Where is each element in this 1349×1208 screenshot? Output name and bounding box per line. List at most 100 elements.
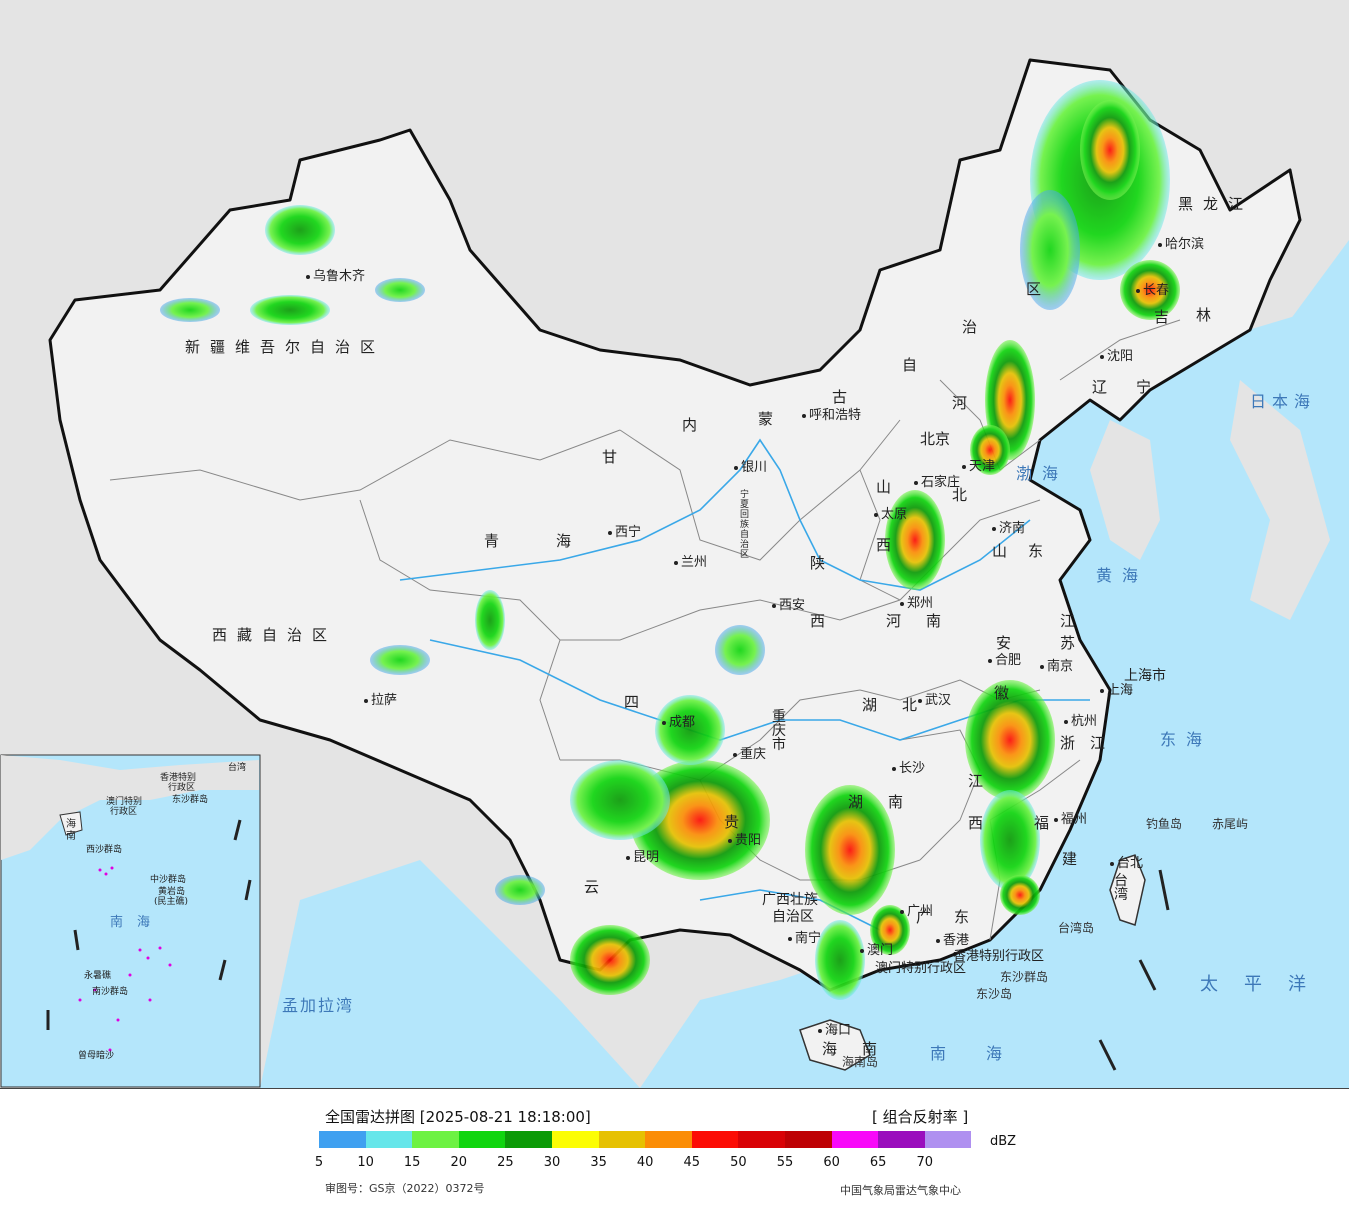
label-guangxi-2: 自治区 xyxy=(772,909,814,925)
nine-dash-line xyxy=(46,819,1170,1071)
label-yunnan: 云 xyxy=(584,878,610,896)
scale-swatch-35 xyxy=(598,1131,646,1148)
label-liaoning-2: 宁 xyxy=(1136,378,1162,396)
label-hubei-2: 北 xyxy=(902,696,928,714)
city-jinan: 济南 xyxy=(992,522,1025,535)
scale-tick-35: 35 xyxy=(590,1155,607,1170)
island-dongsha: 东沙岛 xyxy=(976,987,1013,1001)
city-wuhan: 武汉 xyxy=(918,694,951,707)
city-urumqi: 乌鲁木齐 xyxy=(306,270,365,283)
label-jiangxi-1: 江 xyxy=(968,772,994,790)
sea-donghai: 东海 xyxy=(1160,730,1213,749)
inset-zengmu: 曾母暗沙 xyxy=(78,1051,115,1061)
scale-swatch-20 xyxy=(458,1131,506,1148)
label-fujian-2: 建 xyxy=(1062,850,1088,868)
label-hunan-1: 湖 xyxy=(848,793,874,811)
sea-of-japan xyxy=(1150,240,1349,420)
city-chongqing: 重庆 xyxy=(733,748,766,761)
label-xinjiang: 新疆维吾尔自治区 xyxy=(185,338,386,356)
inset-hai: 海 xyxy=(66,819,76,830)
label-anhui-2: 徽 xyxy=(994,684,1020,702)
inset-nansha: 南沙群岛 xyxy=(92,987,129,997)
scale-swatch-25 xyxy=(505,1131,552,1148)
label-jilin-2: 林 xyxy=(1196,306,1222,324)
map-canvas xyxy=(0,0,1349,1088)
city-nanning: 南宁 xyxy=(788,932,821,945)
city-beijing: 北京 xyxy=(920,430,951,448)
label-shaanxi-1: 陕 xyxy=(810,554,836,572)
color-scale xyxy=(319,1131,972,1148)
inset-macao-2: 行政区 xyxy=(110,807,138,817)
scale-tick-55: 55 xyxy=(776,1155,794,1170)
city-guiyang: 贵阳 xyxy=(728,834,761,847)
scale-swatch-50 xyxy=(738,1131,785,1148)
label-neimenggu-4: 自 xyxy=(902,356,928,374)
scale-swatch-10 xyxy=(365,1131,413,1148)
inset-huangyan: 黄岩岛 xyxy=(158,887,186,897)
city-taipei: 台北 xyxy=(1110,857,1143,870)
city-fuzhou: 福州 xyxy=(1054,813,1087,826)
inset-macao-1: 澳门特别 xyxy=(106,797,143,807)
city-changsha: 长沙 xyxy=(892,762,925,775)
label-neimenggu-5: 治 xyxy=(962,318,988,336)
label-hebei-2: 北 xyxy=(952,486,978,504)
label-henan-1: 河 xyxy=(886,612,912,630)
inset-islands xyxy=(78,866,172,1052)
legend-product: [ 组合反射率 ] xyxy=(872,1108,969,1126)
legend-unit: dBZ xyxy=(990,1134,1017,1149)
city-taiyuan: 太原 xyxy=(874,508,907,521)
scale-tick-30: 30 xyxy=(543,1155,561,1170)
city-haikou: 海口 xyxy=(818,1024,851,1037)
inset-xisha: 西沙群岛 xyxy=(86,845,123,855)
label-jiangsu-2: 苏 xyxy=(1060,634,1086,652)
island-dongsha-group: 东沙群岛 xyxy=(1000,970,1049,984)
scale-swatch-30 xyxy=(551,1131,599,1148)
radar-map[interactable]: 新疆维吾尔自治区 西藏自治区 青 海 甘 四 云 贵 广西壮族 自治区 湖 南 … xyxy=(0,0,1349,1089)
city-shijiazhuang: 石家庄 xyxy=(914,476,960,489)
label-shanghai-municipality: 上海市 xyxy=(1124,668,1166,684)
city-tianjin: 天津 xyxy=(962,460,995,473)
sea-nanhai: 南海 xyxy=(930,1044,1043,1063)
inset-nanhai: 南海 xyxy=(110,915,165,930)
sea-pacific: 太平洋 xyxy=(1200,974,1332,995)
scale-swatch-55 xyxy=(784,1131,832,1148)
scale-tick-20: 20 xyxy=(450,1155,468,1170)
label-neimenggu-1: 内 xyxy=(682,416,708,434)
inset-zhongsha: 中沙群岛 xyxy=(150,875,187,885)
city-lhasa: 拉萨 xyxy=(364,694,397,707)
agency-credit: 中国气象局雷达气象中心 xyxy=(840,1184,961,1197)
inset-nan: 南 xyxy=(66,831,76,842)
scale-swatch-65 xyxy=(878,1131,925,1148)
island-taiwan: 台湾岛 xyxy=(1058,921,1095,935)
city-macao: 澳门 xyxy=(860,944,893,957)
scale-swatch-60 xyxy=(831,1131,879,1148)
scale-swatch-40 xyxy=(645,1131,692,1148)
city-guangzhou: 广州 xyxy=(900,905,933,918)
bay-of-bengal xyxy=(260,860,640,1088)
label-macao-sar: 澳门特别行政区 xyxy=(875,961,967,976)
label-zhejiang-1: 浙 xyxy=(1060,734,1086,752)
scale-tick-5: 5 xyxy=(314,1155,324,1170)
city-yinchuan: 银川 xyxy=(734,461,767,474)
label-hongkong-sar: 香港特别行政区 xyxy=(953,949,1045,964)
label-jiangxi-2: 西 xyxy=(968,814,994,832)
label-jilin-1: 吉 xyxy=(1154,308,1180,326)
city-shanghai: 上海 xyxy=(1100,684,1133,697)
label-fujian-1: 福 xyxy=(1034,814,1060,832)
label-hainan-2: 南 xyxy=(862,1040,888,1058)
city-hangzhou: 杭州 xyxy=(1064,715,1097,728)
legend-title: 全国雷达拼图 [2025-08-21 18:18:00] xyxy=(325,1108,591,1126)
label-shanxi-2: 西 xyxy=(876,536,902,554)
label-gansu: 甘 xyxy=(602,448,628,466)
label-shandong-2: 东 xyxy=(1028,542,1054,560)
label-neimenggu-3: 古 xyxy=(832,388,858,406)
scale-tick-65: 65 xyxy=(869,1155,887,1170)
label-hubei-1: 湖 xyxy=(862,696,888,714)
label-guangdong-2: 东 xyxy=(954,908,980,926)
scale-swatch-70 xyxy=(924,1131,972,1148)
label-anhui-1: 安 xyxy=(996,634,1022,652)
inset-dongsha: 东沙群岛 xyxy=(172,795,209,805)
map-approval-number: 审图号：GS京（2022）0372号 xyxy=(325,1182,485,1195)
label-ningxia: 宁夏回族自治区 xyxy=(740,490,750,560)
inset-hongkong-2: 行政区 xyxy=(168,783,196,793)
